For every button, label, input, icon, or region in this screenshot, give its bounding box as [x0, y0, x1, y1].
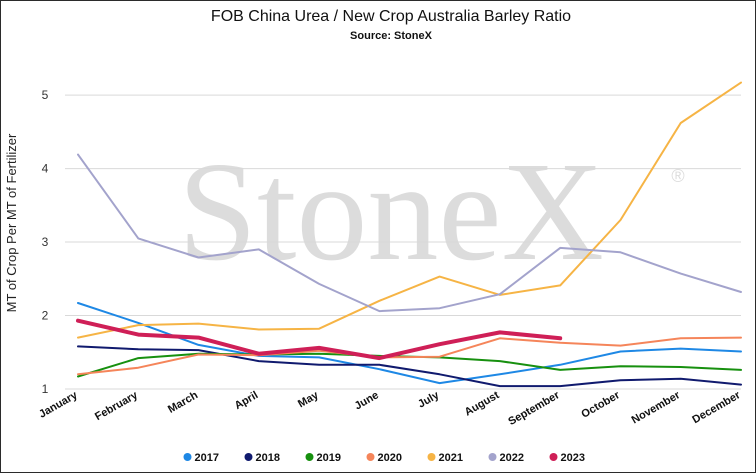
y-axis-ticks: 1 2 3 4 5	[42, 88, 49, 396]
legend-label: 2017	[195, 452, 219, 464]
legend-label: 2022	[500, 452, 524, 464]
watermark-text: StoneX	[178, 132, 604, 290]
legend-item-2021[interactable]: 2021	[427, 452, 463, 464]
x-tick-label: October	[579, 389, 622, 421]
legend-marker	[244, 453, 253, 461]
series-line-2021	[77, 81, 742, 339]
legend-marker	[549, 453, 558, 461]
series-line-2023	[76, 318, 563, 361]
legend-item-2018[interactable]: 2018	[244, 452, 280, 464]
legend-item-2023[interactable]: 2023	[549, 452, 585, 464]
x-tick-label: May	[296, 389, 321, 411]
legend-marker	[488, 453, 497, 461]
gridlines	[65, 94, 741, 390]
series-line-2017	[77, 302, 742, 385]
y-tick-label: 1	[42, 382, 49, 396]
x-tick-label: July	[416, 389, 442, 411]
legend-marker	[305, 453, 314, 461]
x-tick-label: November	[630, 389, 683, 427]
legend-label: 2019	[317, 452, 341, 464]
chart-title: FOB China Urea / New Crop Australia Barl…	[211, 8, 571, 25]
legend-item-2022[interactable]: 2022	[488, 452, 524, 464]
x-axis-ticks: January February March April May June July Augu…	[37, 389, 743, 428]
legend-item-2020[interactable]: 2020	[366, 452, 402, 464]
x-tick-label: February	[93, 389, 141, 423]
watermark-registered-mark: ®	[671, 166, 684, 186]
legend-marker	[427, 453, 436, 461]
y-tick-label: 5	[42, 88, 49, 102]
series-line-2018	[77, 345, 742, 388]
chart-subtitle: Source: StoneX	[350, 30, 433, 42]
legend-marker	[183, 453, 192, 461]
y-axis-label: MT of Crop Per MT of Fertilizer	[4, 133, 19, 312]
y-tick-label: 3	[42, 235, 49, 249]
legend-marker	[366, 453, 375, 461]
legend-label: 2018	[256, 452, 280, 464]
y-tick-label: 2	[42, 309, 49, 323]
legend-label: 2023	[561, 452, 585, 464]
series-line-2020	[77, 336, 742, 376]
x-tick-label: March	[166, 389, 200, 416]
watermark: StoneX ®	[178, 132, 685, 290]
legend-label: 2021	[439, 452, 463, 464]
x-tick-label: April	[233, 389, 261, 412]
series-line-2022	[77, 153, 742, 313]
x-tick-label: September	[506, 389, 562, 428]
series-lines	[76, 81, 742, 388]
legend-label: 2020	[378, 452, 402, 464]
x-tick-label: June	[353, 389, 381, 412]
x-tick-label: December	[690, 389, 743, 426]
legend-item-2019[interactable]: 2019	[305, 452, 341, 464]
x-tick-label: August	[463, 389, 502, 419]
legend: 2017 2018 2019 2020 2021 2022 2023	[183, 452, 585, 464]
y-tick-label: 4	[42, 162, 49, 176]
legend-item-2017[interactable]: 2017	[183, 452, 219, 464]
